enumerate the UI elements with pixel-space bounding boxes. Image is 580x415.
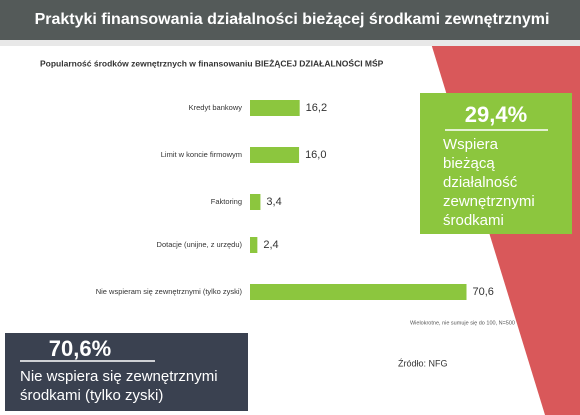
source: Źródło: NFG [398,358,448,368]
callout-value: 70,6% [49,336,111,361]
header-shadow [0,40,580,46]
category-label: Dotacje (unijne, z urzędu) [157,240,243,249]
callout-text: środkami (tylko zyski) [20,387,163,404]
header-title: Praktyki finansowania działalności bieżą… [35,11,550,28]
callout-text: zewnętrznymi [443,193,535,210]
bar [250,194,261,210]
callout-text: działalność [443,174,518,191]
value-label: 70,6 [473,286,494,298]
category-label: Kredyt bankowy [189,103,243,112]
callout-text: bieżącą [443,155,495,172]
value-label: 16,0 [305,149,326,161]
bar [250,284,467,300]
header-band [0,0,580,40]
value-label: 16,2 [306,102,327,114]
callout-box [5,333,248,411]
category-label: Faktoring [211,197,242,206]
callout-box [420,93,572,234]
value-label: 2,4 [263,239,278,251]
bar [250,100,300,116]
callout-value: 29,4% [465,102,527,127]
callout-text: środkami [443,212,504,229]
bar [250,237,258,253]
callout-text: Wspiera [443,136,499,153]
bar [250,147,300,163]
category-label: Limit w koncie firmowym [161,150,242,159]
chart-note: Wielokrotne, nie sumuje się do 100, N=50… [410,320,515,326]
chart-title: Popularność środków zewnętrznych w finan… [40,57,384,68]
callout-text: Nie wspiera się zewnętrznymi [20,368,218,385]
category-label: Nie wspieram się zewnętrznymi (tylko zys… [96,287,243,296]
value-label: 3,4 [266,196,281,208]
